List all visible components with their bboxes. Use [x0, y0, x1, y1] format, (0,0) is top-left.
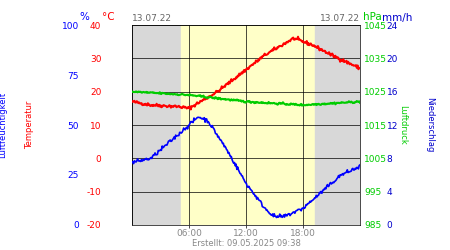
Text: 13.07.22: 13.07.22 [132, 14, 172, 23]
Text: Temperatur: Temperatur [25, 101, 34, 149]
Text: Luftfeuchtigkeit: Luftfeuchtigkeit [0, 92, 7, 158]
Text: mm/h: mm/h [382, 12, 413, 22]
Text: Erstellt: 09.05.2025 09:38: Erstellt: 09.05.2025 09:38 [192, 238, 301, 248]
Text: Luftdruck: Luftdruck [398, 105, 407, 145]
Bar [181, 25, 315, 225]
Text: hPa: hPa [363, 12, 382, 22]
Text: Niederschlag: Niederschlag [425, 97, 434, 153]
Bar [132, 25, 181, 225]
Bar [315, 25, 360, 225]
Text: 13.07.22: 13.07.22 [320, 14, 360, 23]
Text: °C: °C [102, 12, 115, 22]
Text: %: % [80, 12, 90, 22]
